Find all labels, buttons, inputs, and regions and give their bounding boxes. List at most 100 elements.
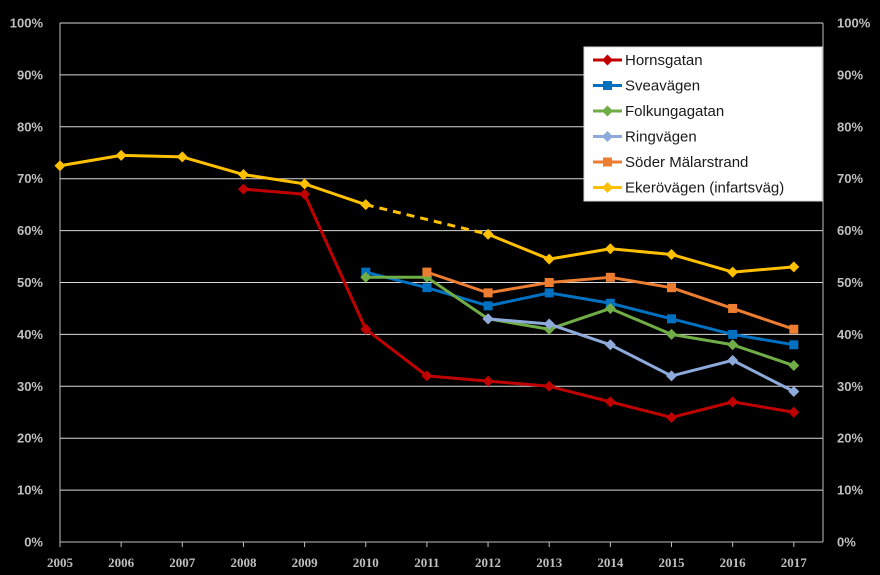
data-point (604, 302, 616, 314)
y-tick-label-left: 100% (10, 16, 44, 31)
y-axis-left-ticks: 0% 10% 20% 30% 40% 50% 60% 70% 80% 90% 100% (10, 16, 44, 550)
data-point (667, 283, 676, 293)
x-tick-label: 2017 (781, 555, 808, 570)
data-point (544, 278, 554, 287)
data-point (789, 340, 799, 350)
series-dashed-gap (365, 203, 489, 236)
legend-marker (603, 157, 612, 167)
y-tick-label-right: 30% (837, 379, 863, 394)
data-point (543, 253, 555, 265)
x-axis-ticks: 2005 2006 2007 2008 2009 2010 2011 2012 2013 2014… (47, 542, 807, 570)
data-point (482, 313, 494, 325)
x-tick-label: 2013 (536, 555, 563, 570)
y-tick-label-right: 20% (837, 431, 863, 446)
y-tick-label-left: 50% (17, 275, 43, 290)
data-point (54, 160, 66, 172)
data-point (483, 288, 493, 298)
data-point (666, 248, 677, 260)
series-group (54, 149, 800, 423)
legend: Hornsgatan Sveavägen Folkungagatan Ringväge… (583, 46, 823, 202)
y-tick-label-left: 40% (17, 327, 43, 342)
legend-marker (602, 105, 613, 117)
axes (59, 23, 824, 543)
data-point (360, 199, 372, 211)
data-point (727, 266, 739, 278)
y-tick-label-right: 10% (837, 483, 863, 498)
data-point (727, 339, 739, 351)
data-point (543, 380, 555, 392)
series-line (487, 232, 794, 274)
legend-item: Söder Mälarstrand (593, 154, 748, 171)
data-point (544, 288, 554, 298)
x-tick-label: 2006 (108, 555, 135, 570)
data-point (789, 324, 799, 334)
series-s-der-m-larstrand (422, 267, 799, 334)
legend-marker (603, 81, 612, 90)
series-line (243, 187, 795, 419)
data-point (604, 339, 616, 351)
x-tick-label: 2011 (414, 555, 439, 570)
y-tick-label-left: 10% (17, 483, 43, 498)
legend-label: Hornsgatan (625, 52, 703, 69)
data-point (237, 183, 249, 195)
y-tick-label-right: 40% (837, 327, 863, 342)
data-point (543, 318, 555, 330)
legend-item: Ekerövägen (infartsväg) (593, 180, 784, 197)
legend-item: Ringvägen (593, 129, 697, 146)
data-point (728, 303, 738, 313)
data-point (605, 272, 615, 282)
x-tick-label: 2012 (475, 555, 501, 570)
data-point (788, 261, 800, 273)
y-tick-label-left: 70% (17, 171, 43, 186)
legend-box (583, 46, 823, 202)
legend-marker (602, 54, 613, 66)
data-point (727, 396, 739, 408)
legend-marker (602, 131, 613, 142)
y-tick-label-left: 0% (24, 535, 43, 550)
data-point (299, 178, 311, 190)
data-point (299, 188, 311, 200)
data-point (727, 354, 739, 366)
legend-label: Sveavägen (625, 78, 700, 95)
y-tick-label-right: 80% (837, 119, 863, 134)
data-point (237, 169, 249, 181)
data-point (666, 328, 677, 340)
data-point (604, 243, 616, 255)
x-tick-label: 2008 (230, 555, 257, 570)
x-tick-label: 2015 (659, 555, 686, 570)
legend-item: Hornsgatan (593, 52, 703, 69)
data-point (360, 323, 372, 335)
data-point (482, 375, 494, 387)
y-tick-label-right: 90% (837, 67, 863, 82)
x-tick-label: 2009 (292, 555, 319, 570)
legend-marker (602, 182, 613, 193)
series-line (487, 317, 795, 393)
data-point (666, 370, 677, 382)
y-tick-label-right: 50% (837, 275, 863, 290)
data-point (604, 396, 616, 408)
legend-label: Folkungagatan (625, 103, 724, 120)
data-point (728, 329, 738, 339)
legend-label: Ringvägen (625, 129, 697, 146)
data-point (360, 271, 372, 283)
series-eker-v-gen-infartsv-g- (54, 149, 800, 278)
y-tick-label-left: 90% (17, 67, 43, 82)
data-point (482, 228, 494, 240)
series-line (59, 153, 367, 207)
x-tick-label: 2014 (597, 555, 624, 570)
data-point (667, 314, 676, 324)
legend-label: Söder Mälarstrand (625, 154, 748, 171)
y-tick-label-right: 60% (837, 223, 863, 238)
y-tick-label-left: 20% (17, 431, 43, 446)
legend-item: Folkungagatan (593, 103, 724, 120)
data-point (421, 370, 433, 382)
series-hornsgatan (237, 183, 800, 423)
y-tick-label-left: 80% (17, 119, 43, 134)
x-tick-label: 2016 (720, 555, 747, 570)
data-point (666, 411, 677, 423)
x-tick-label: 2007 (169, 555, 196, 570)
y-tick-label-right: 70% (837, 171, 863, 186)
series-line (365, 270, 795, 347)
data-point (788, 385, 800, 397)
